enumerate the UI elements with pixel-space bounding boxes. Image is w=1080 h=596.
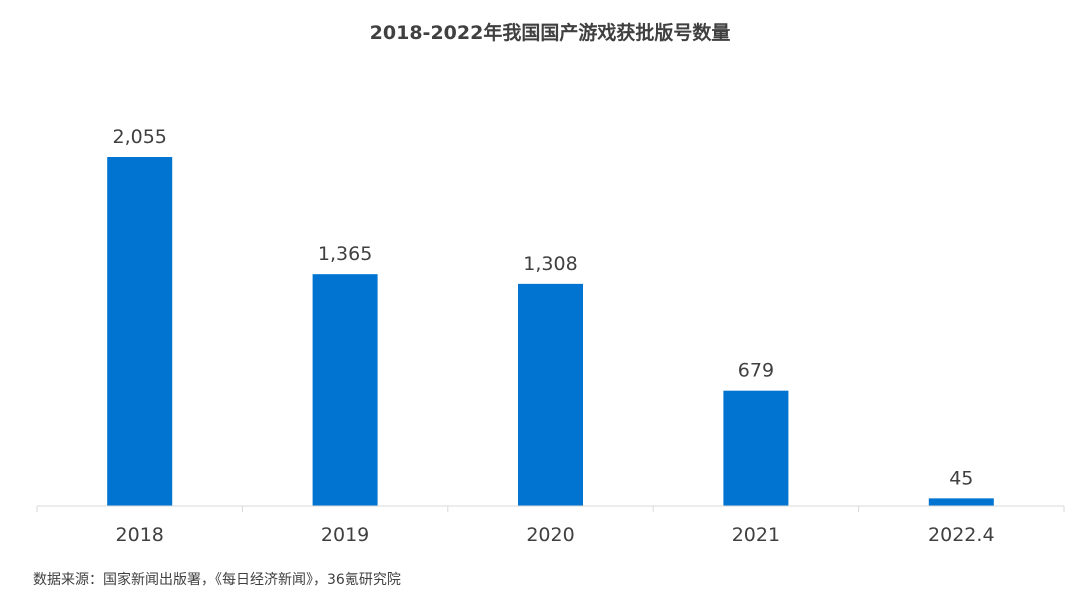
data-label-2022.4: 45 — [949, 467, 973, 489]
bars-layer — [107, 157, 994, 506]
bar-chart: 2,055 2018 1,365 2019 1,308 2020 679 2021 45 2022… — [36, 126, 1065, 546]
data-label-2019: 1,365 — [318, 243, 372, 265]
bar-2018 — [107, 157, 173, 506]
data-label-2021: 679 — [738, 360, 774, 382]
x-tick-label-2022.4: 2022.4 — [928, 524, 994, 546]
x-tick-label-2020: 2020 — [526, 524, 574, 546]
bar-2022.4 — [928, 498, 994, 506]
data-label-2020: 1,308 — [523, 253, 577, 275]
x-tick-label-2018: 2018 — [116, 524, 164, 546]
bar-2020 — [518, 283, 583, 506]
bar-2019 — [312, 274, 378, 506]
source-note: 数据来源：国家新闻出版署，《每日经济新闻》，36氪研究院 — [33, 572, 401, 588]
bar-2021 — [723, 390, 789, 506]
x-tick-label-2019: 2019 — [321, 524, 369, 546]
chart-title: 2018-2022年我国国产游戏获批版号数量 — [369, 22, 731, 44]
x-axis — [36, 505, 1065, 512]
data-label-2018: 2,055 — [112, 126, 166, 148]
x-tick-label-2021: 2021 — [732, 524, 780, 546]
labels-layer: 2,055 2018 1,365 2019 1,308 2020 679 2021 45 2022… — [112, 126, 994, 546]
